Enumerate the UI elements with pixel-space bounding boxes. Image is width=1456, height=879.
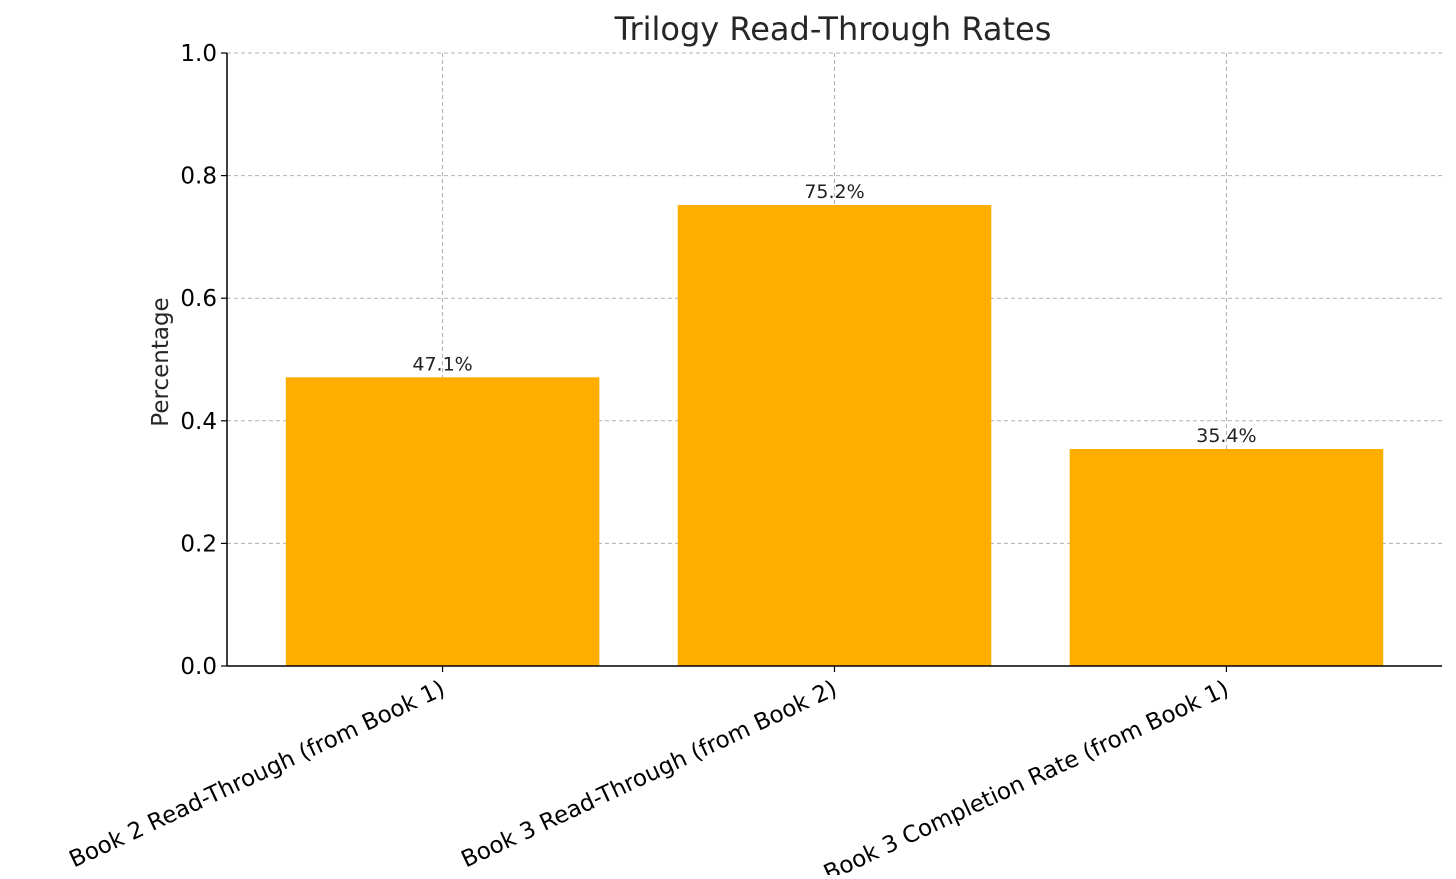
x-tick-label: Book 3 Read-Through (from Book 2) bbox=[457, 676, 841, 873]
chart-title: Trilogy Read-Through Rates bbox=[614, 10, 1052, 48]
x-tick-label: Book 3 Completion Rate (from Book 1) bbox=[820, 676, 1233, 875]
y-tick-label: 0.6 bbox=[180, 286, 217, 312]
bar-data-label: 75.2% bbox=[804, 181, 864, 203]
y-tick-label: 0.4 bbox=[180, 409, 217, 435]
y-tick-label: 0.8 bbox=[180, 164, 217, 190]
bars-layer bbox=[285, 205, 1384, 667]
y-tick-label: 0.2 bbox=[180, 531, 217, 557]
y-tick-label: 0.0 bbox=[180, 654, 217, 680]
axes-layer bbox=[221, 52, 1442, 672]
bar bbox=[1069, 448, 1384, 666]
bar-data-label: 47.1% bbox=[412, 353, 472, 375]
bar bbox=[285, 377, 600, 666]
y-axis-label: Percentage bbox=[148, 297, 174, 426]
bar bbox=[677, 205, 992, 667]
x-tick-label: Book 2 Read-Through (from Book 1) bbox=[65, 676, 449, 873]
bar-data-label: 35.4% bbox=[1196, 425, 1256, 447]
y-tick-label: 1.0 bbox=[180, 41, 217, 67]
